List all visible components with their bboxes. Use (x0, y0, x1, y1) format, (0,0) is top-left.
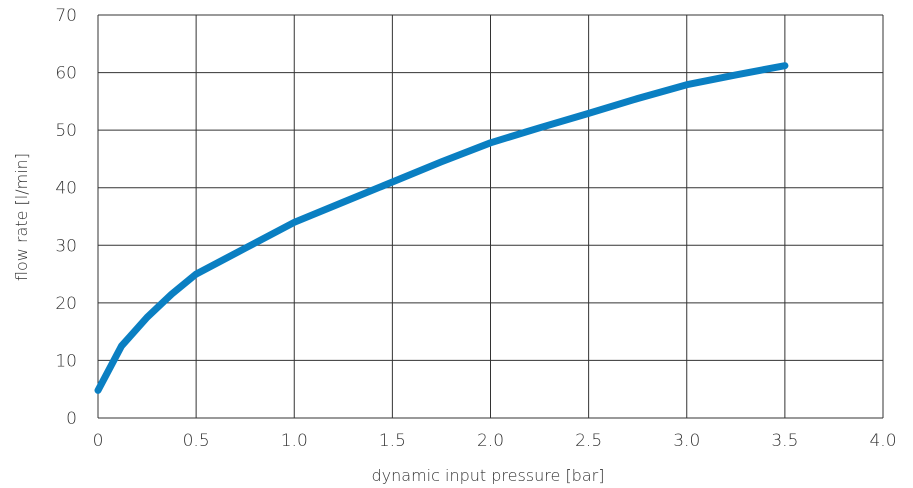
y-tick-label: 10 (55, 351, 77, 371)
y-tick-label: 40 (55, 179, 77, 199)
x-tick-label: 1.0 (281, 431, 308, 451)
y-tick-label: 70 (55, 6, 77, 26)
y-tick-label: 60 (55, 64, 77, 84)
y-tick-label: 50 (55, 121, 77, 141)
x-tick-label: 0 (93, 431, 104, 451)
series-layer (94, 62, 789, 394)
x-axis-label: dynamic input pressure [bar] (372, 466, 605, 485)
tick-labels: 0 0.5 1.0 1.5 2.0 2.5 3.0 3.5 4.0 0 10 20 30 40 50 60 70 (55, 6, 896, 451)
x-tick-label: 1.5 (379, 431, 406, 451)
series-line (94, 62, 789, 394)
x-tick-label: 0.5 (183, 431, 210, 451)
x-tick-label: 3.5 (771, 431, 798, 451)
y-tick-label: 0 (66, 409, 77, 429)
y-tick-label: 30 (55, 236, 77, 256)
x-tick-label: 4.0 (869, 431, 896, 451)
grid (97, 14, 884, 419)
x-tick-label: 3.0 (673, 431, 700, 451)
x-tick-label: 2.5 (575, 431, 602, 451)
y-axis-label: flow rate [l/min] (12, 153, 31, 281)
x-tick-label: 2.0 (477, 431, 504, 451)
y-tick-label: 20 (55, 294, 77, 314)
